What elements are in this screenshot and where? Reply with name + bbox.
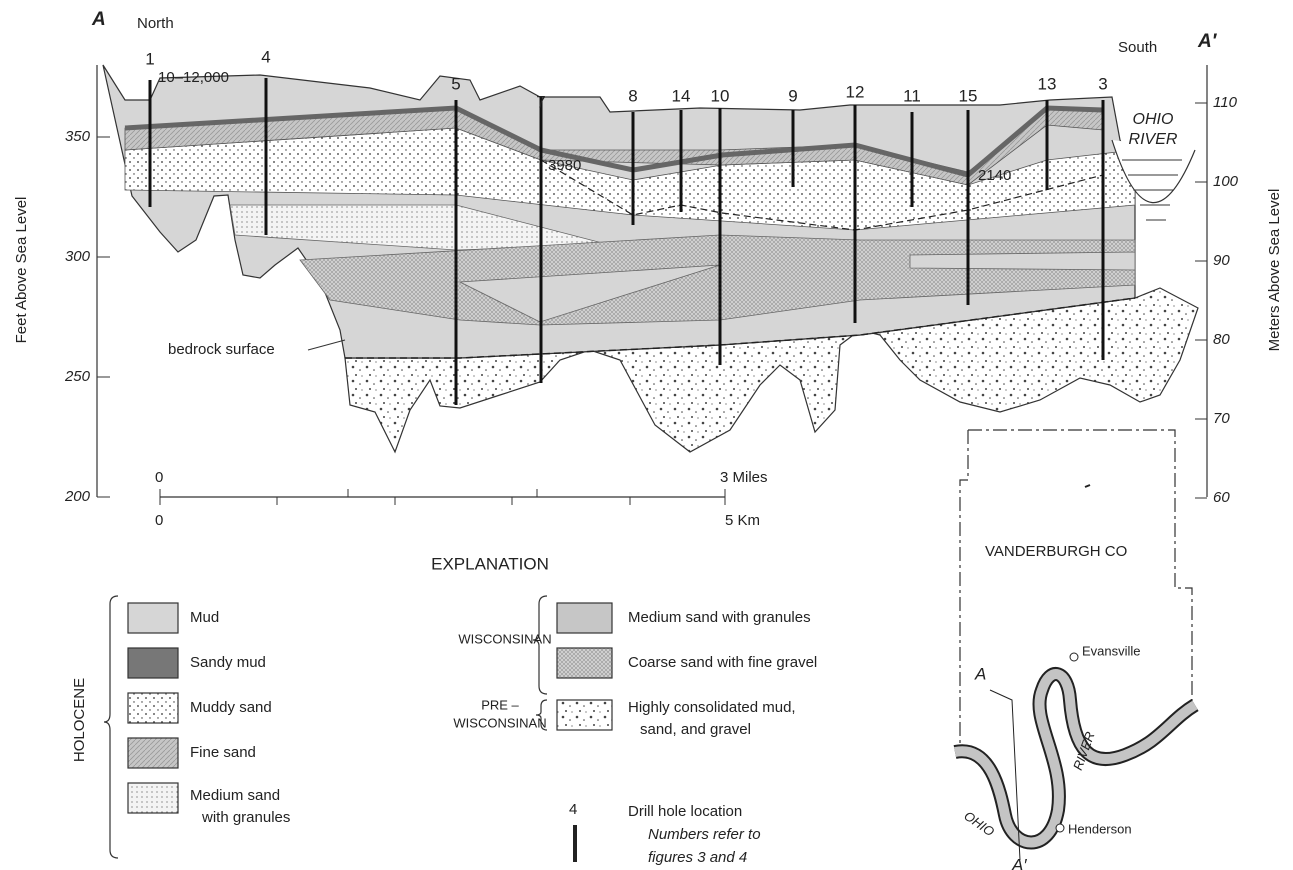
group-label: PRE – (481, 697, 519, 712)
legend-note: figures 3 and 4 (648, 849, 747, 866)
drill-hole-label: 9 (788, 86, 797, 105)
map-section-end: A′ (1011, 855, 1027, 870)
y-tick-label: 350 (65, 128, 91, 145)
drill-hole-label: 15 (959, 86, 978, 105)
drill-hole-label: 3 (1098, 74, 1107, 93)
drill-hole-label: 13 (1038, 74, 1057, 93)
y-tick-label: 100 (1213, 173, 1239, 190)
drill-hole-label: 7 (536, 92, 545, 111)
location-map (955, 430, 1195, 860)
legend-label: sand, and gravel (640, 721, 751, 738)
y-tick-label: 70 (1213, 410, 1230, 427)
drill-hole-label: 10 (711, 86, 730, 105)
y-tick-label: 60 (1213, 489, 1230, 506)
river-label: RIVER (1129, 131, 1178, 148)
left-axis-title: Feet Above Sea Level (13, 197, 30, 344)
annotation: 3980 (548, 157, 581, 174)
right-axis-title: Meters Above Sea Level (1266, 189, 1283, 352)
legend-title: EXPLANATION (431, 554, 549, 573)
figure: 35030025020011010090807060 Feet Above Se… (0, 0, 1293, 870)
scale-label: 5 Km (725, 512, 760, 529)
legend-note: Numbers refer to (648, 826, 761, 843)
y-tick-label: 300 (65, 248, 91, 265)
legend-label: Coarse sand with fine gravel (628, 654, 817, 671)
scale-label: 0 (155, 469, 163, 486)
legend-label: Muddy sand (190, 699, 272, 716)
river-label: OHIO (961, 808, 997, 839)
direction: South (1118, 39, 1157, 56)
city-label: Henderson (1068, 821, 1132, 836)
legend-label: with granules (201, 809, 290, 826)
legend-label: Fine sand (190, 744, 256, 761)
direction: North (137, 15, 174, 32)
brace (104, 596, 118, 858)
scale-label: 0 (155, 512, 163, 529)
scale-label: 3 Miles (720, 469, 768, 486)
scale-bar (160, 489, 725, 505)
section-end: A′ (1197, 31, 1218, 52)
drill-hole-label: 11 (903, 86, 921, 105)
group-label: HOLOCENE (71, 678, 88, 762)
y-tick-label: 250 (64, 368, 91, 385)
annotation: bedrock surface (168, 341, 275, 358)
map-label: VANDERBURGH CO (985, 543, 1127, 560)
group-label: WISCONSINAN (453, 715, 546, 730)
drill-hole-label: 8 (628, 86, 637, 105)
y-tick-label: 90 (1213, 252, 1230, 269)
legend-label: Medium sand (190, 787, 280, 804)
drill-hole-label: 14 (672, 86, 691, 105)
city-label: Evansville (1082, 643, 1141, 658)
y-tick-label: 110 (1213, 94, 1238, 111)
annotation: 10–12,000 (158, 69, 229, 86)
y-tick-label: 80 (1213, 331, 1230, 348)
annotation: 2140 (978, 167, 1011, 184)
legend-label: Drill hole location (628, 803, 742, 820)
legend-label: Mud (190, 609, 219, 626)
legend-label: Sandy mud (190, 654, 266, 671)
y-tick-label: 200 (64, 488, 91, 505)
section-end: A (91, 9, 106, 30)
drill-hole-label: 1 (145, 49, 154, 68)
drill-hole-label: 12 (846, 82, 865, 101)
legend-drill-number: 4 (569, 801, 577, 818)
legend-label: Medium sand with granules (628, 609, 811, 626)
leader (308, 340, 345, 350)
river-label: OHIO (1133, 111, 1174, 128)
group-label: WISCONSINAN (458, 631, 551, 646)
drill-hole-label: 5 (451, 74, 460, 93)
map-section-end: A (974, 664, 986, 683)
legend-label: Highly consolidated mud, (628, 699, 796, 716)
drill-hole-label: 4 (261, 47, 270, 66)
